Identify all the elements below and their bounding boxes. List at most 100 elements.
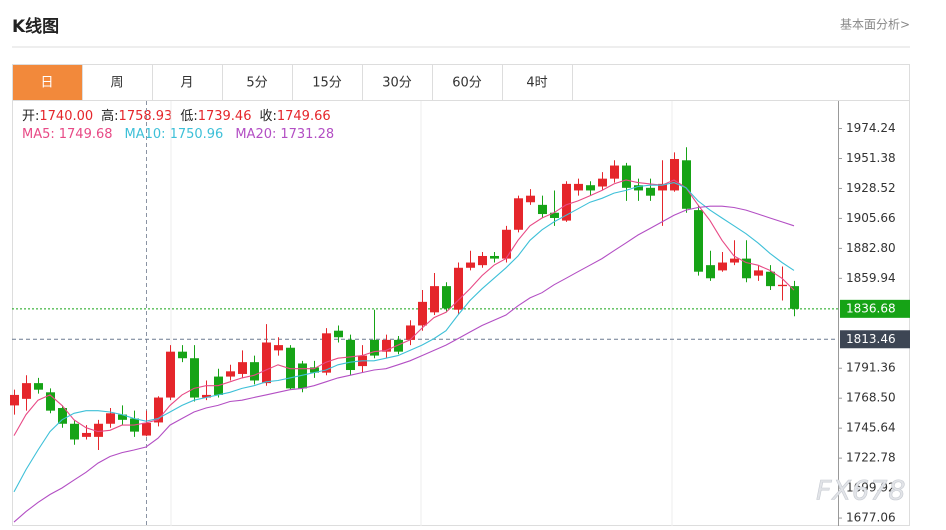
candle-body: [154, 397, 163, 423]
candle-body: [622, 165, 631, 188]
ma-label: MA20:: [235, 127, 276, 142]
ma-value: 1749.68: [59, 127, 113, 142]
candle-body: [334, 330, 343, 338]
candle-body: [670, 158, 679, 191]
y-tick-label: 1768.50: [846, 391, 896, 405]
candle-body: [586, 185, 595, 191]
candle-body: [610, 165, 619, 179]
y-tick-label: 1951.38: [846, 151, 896, 165]
candle-body: [418, 301, 427, 326]
tab[interactable]: [222, 64, 293, 101]
candle-body: [574, 183, 583, 191]
candle-body: [766, 271, 775, 287]
tab[interactable]: [152, 64, 223, 101]
candle-body: [694, 210, 703, 272]
tab-label[interactable]: 周: [110, 76, 123, 91]
candle-body: [490, 255, 499, 259]
candle-body: [178, 351, 187, 359]
candle-body: [370, 339, 379, 356]
candle-body: [322, 333, 331, 373]
tab[interactable]: [12, 64, 83, 101]
candle-body: [34, 383, 43, 390]
candle-body: [226, 371, 235, 377]
y-tick-label: 1699.92: [846, 481, 896, 495]
ma-line: [13, 179, 795, 436]
candle-body: [706, 265, 715, 279]
ma-line: [13, 182, 795, 493]
watermark: FX678: [816, 476, 907, 507]
tab-label[interactable]: 15分: [312, 76, 342, 91]
candle-body: [598, 178, 607, 187]
candle-body: [70, 423, 79, 440]
candle-body: [166, 351, 175, 398]
candle-body: [94, 423, 103, 437]
candle-body: [466, 262, 475, 268]
ohlc-label: 收:: [259, 109, 276, 124]
candle-body: [118, 414, 127, 420]
candle-body: [454, 267, 463, 310]
candle-body: [718, 262, 727, 271]
candle-body: [730, 258, 739, 263]
candle-body: [58, 408, 67, 424]
ohlc-value: 1758.93: [119, 109, 173, 124]
candle-body: [502, 229, 511, 259]
ma-value: 1731.28: [280, 127, 334, 142]
fundamental-link[interactable]: 基本面分析>: [840, 18, 910, 32]
candle-body: [538, 204, 547, 215]
crosshair-label-box: [840, 330, 910, 349]
tab-label[interactable]: 30分: [382, 76, 412, 91]
candle-body: [658, 183, 667, 191]
tab[interactable]: [502, 64, 573, 101]
candle-body: [274, 345, 283, 351]
ma-line: MA5: 1749.68 MA10: 1750.96 MA20: 1731.28: [22, 127, 334, 142]
ohlc-value: 1749.66: [277, 109, 331, 124]
tab-label[interactable]: 5分: [246, 76, 267, 91]
candle-body: [346, 339, 355, 371]
tab[interactable]: [362, 64, 433, 101]
candle-body: [22, 383, 31, 399]
candle-body: [682, 160, 691, 209]
ma-value: 1750.96: [170, 127, 224, 142]
y-tick-label: 1791.36: [846, 361, 896, 375]
candle-body: [634, 185, 643, 191]
candle-body: [106, 413, 115, 424]
candle-body: [790, 286, 799, 309]
candle-body: [238, 362, 247, 374]
tab-label[interactable]: 日: [40, 76, 53, 91]
tab-label[interactable]: 60分: [452, 76, 482, 91]
ohlc-value: 1739.46: [198, 109, 252, 124]
candle-body: [394, 339, 403, 352]
crosshair-label: 1813.46: [846, 332, 896, 346]
tab[interactable]: [432, 64, 503, 101]
ma-line: [13, 205, 795, 523]
candle-body: [310, 367, 319, 373]
ohlc-line: 开:1740.00 高:1758.93 低:1739.46 收:1749.66: [22, 108, 331, 124]
candle-body: [478, 255, 487, 266]
price-label-box: [840, 299, 910, 318]
candle-body: [550, 212, 559, 218]
candle-body: [430, 286, 439, 313]
candle-body: [82, 432, 91, 437]
candle-body: [250, 362, 259, 381]
y-tick-label: 1722.78: [846, 451, 896, 465]
candle-body: [262, 342, 271, 384]
tab[interactable]: [292, 64, 363, 101]
y-tick-label: 1859.94: [846, 271, 896, 285]
y-tick-label: 1905.66: [846, 211, 896, 225]
candle-body: [10, 394, 19, 406]
ma-label: MA5:: [22, 127, 55, 142]
y-tick-label: 1745.64: [846, 421, 896, 435]
candle-body: [778, 284, 787, 287]
candle-body: [46, 392, 55, 411]
tab-label[interactable]: 月: [180, 76, 193, 91]
candle-body: [142, 422, 151, 436]
y-tick-label: 1882.80: [846, 241, 896, 255]
plot: 1974.24 1951.38 1928.52 1905.66 1882.80 1859.…: [10, 101, 910, 526]
info-panel: 开:1740.00 高:1758.93 低:1739.46 收:1749.66 MA5:…: [22, 108, 334, 142]
tab-label[interactable]: 4时: [526, 76, 547, 91]
ohlc-label: 高:: [101, 108, 118, 124]
candle-body: [514, 198, 523, 230]
candle-body: [646, 187, 655, 196]
ma-label: MA10:: [125, 127, 166, 142]
